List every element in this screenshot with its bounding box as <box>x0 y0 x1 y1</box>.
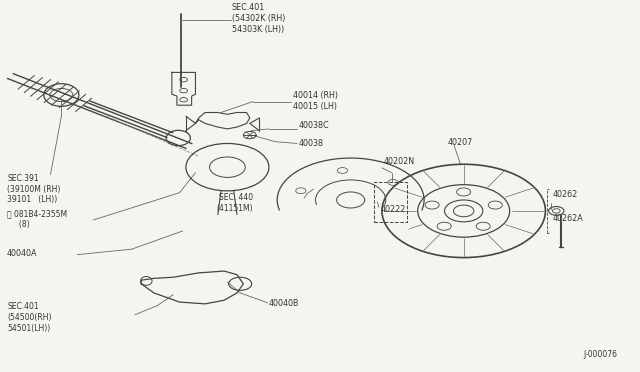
Text: 40262A: 40262A <box>553 214 584 223</box>
Text: SEC.401
(54302K (RH)
54303K (LH)): SEC.401 (54302K (RH) 54303K (LH)) <box>232 3 285 34</box>
Text: 40207: 40207 <box>448 138 473 147</box>
Text: 40202N: 40202N <box>384 157 415 166</box>
Text: 40038: 40038 <box>298 139 323 148</box>
Text: 40040B: 40040B <box>269 299 300 308</box>
Bar <box>374 182 408 222</box>
Text: 40014 (RH)
40015 (LH): 40014 (RH) 40015 (LH) <box>292 91 337 111</box>
Text: 40222: 40222 <box>381 205 406 214</box>
Text: Ⓑ 081B4-2355M
     (8): Ⓑ 081B4-2355M (8) <box>7 209 67 229</box>
Text: J-000076: J-000076 <box>583 350 617 359</box>
Text: 40040A: 40040A <box>7 250 38 259</box>
Text: SEC.401
(54500(RH)
54501(LH)): SEC.401 (54500(RH) 54501(LH)) <box>7 302 52 333</box>
Text: SEC.391
(39100M (RH)
39101   (LH)): SEC.391 (39100M (RH) 39101 (LH)) <box>7 174 60 204</box>
Text: 40262: 40262 <box>553 190 579 199</box>
Text: 40038C: 40038C <box>298 122 329 131</box>
Text: SEC. 440
(41151M): SEC. 440 (41151M) <box>216 193 253 213</box>
